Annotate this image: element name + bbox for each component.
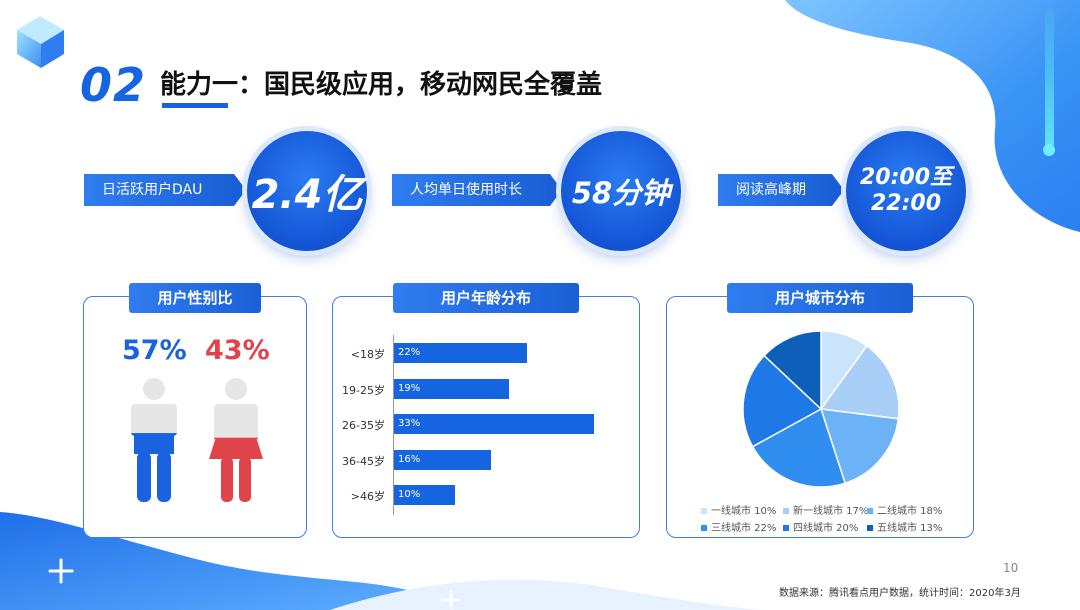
- light-pillar: [1045, 8, 1054, 148]
- age-panel-title: 用户年龄分布: [393, 283, 579, 313]
- age-bar-label: 19-25岁: [342, 383, 385, 397]
- data-source-note: 数据来源：腾讯看点用户数据，统计时间：2020年3月: [779, 588, 1021, 599]
- legend-label: 一线城市 10%: [711, 506, 777, 517]
- city-pie-chart: [742, 330, 900, 488]
- plus-icon: [48, 558, 74, 584]
- city-panel: 用户城市分布 一线城市 10% 新一线城市 17% 二线城市 18% 三线城市 22%…: [666, 283, 974, 538]
- age-axis-line: [393, 335, 394, 515]
- legend-swatch: [867, 508, 873, 514]
- female-percent: 43%: [205, 335, 270, 366]
- dau-circle: 2.4亿: [247, 131, 367, 251]
- age-bar-value: 10%: [398, 489, 421, 500]
- legend-swatch: [701, 525, 707, 531]
- male-icon: [131, 378, 177, 502]
- legend-swatch: [867, 525, 873, 531]
- plus-icon-small: [441, 590, 461, 610]
- age-bar: [394, 343, 528, 363]
- pie-slice: [819, 344, 900, 420]
- age-bar-label: 26-35岁: [342, 419, 385, 432]
- male-percent: 57%: [122, 335, 187, 366]
- legend-label: 三线城市 22%: [711, 523, 777, 534]
- gender-panel: 用户性别比 57% 43%: [83, 283, 307, 538]
- peak-value-line2: 22:00: [870, 191, 942, 216]
- age-bar-label: >46岁: [350, 490, 385, 503]
- section-number: 02: [80, 58, 147, 112]
- legend-item: 五线城市 13%: [867, 519, 942, 534]
- age-bar: [394, 414, 594, 434]
- city-panel-title: 用户城市分布: [727, 283, 913, 313]
- pie-slice: [742, 354, 823, 448]
- age-bar-label: 36-45岁: [342, 454, 385, 468]
- age-bar: [394, 378, 510, 399]
- pie-slice: [819, 408, 900, 485]
- age-bar-label: <18岁: [350, 348, 385, 361]
- cube-icon: [17, 16, 64, 68]
- legend-item: 四线城市 20%: [783, 519, 858, 534]
- legend-item: 一线城市 10%: [701, 502, 776, 517]
- usage-time-value: 58分钟: [571, 176, 671, 210]
- age-bar-value: 22%: [398, 347, 421, 358]
- age-panel: 用户年龄分布 <18岁 22% 19-25岁 19% 26-35岁 33% 36-45岁 16…: [332, 283, 640, 538]
- age-bar: [394, 485, 455, 505]
- legend-swatch: [701, 508, 707, 514]
- dau-label: 日活跃用户DAU: [84, 174, 246, 206]
- usage-time-circle: 58分钟: [561, 131, 681, 251]
- page-number: 10: [1003, 561, 1019, 575]
- light-dot: [1043, 144, 1055, 156]
- bottom-left-blob: [0, 512, 460, 610]
- legend-swatch: [783, 508, 789, 514]
- usage-time-label: 人均单日使用时长: [392, 174, 562, 206]
- page-title: 能力一：国民级应用，移动网民全覆盖: [160, 70, 603, 100]
- legend-item: 二线城市 18%: [867, 502, 942, 517]
- legend-label: 四线城市 20%: [793, 523, 859, 534]
- legend-label: 新一线城市 17%: [793, 506, 869, 517]
- title-underline: [162, 103, 228, 108]
- peak-label: 阅读高峰期: [718, 174, 844, 206]
- bottom-wave: [330, 579, 760, 610]
- legend-item: 新一线城市 17%: [783, 502, 868, 517]
- age-bar-value: 19%: [398, 382, 421, 394]
- pie-slice: [751, 407, 847, 488]
- age-bar-value: 33%: [398, 418, 421, 429]
- age-bar: [394, 449, 491, 470]
- legend-label: 二线城市 18%: [877, 506, 943, 517]
- age-bar-value: 16%: [398, 453, 421, 465]
- peak-value-line1: 20:00至: [859, 165, 953, 190]
- pie-slice: [763, 330, 822, 411]
- gender-panel-title: 用户性别比: [129, 283, 261, 313]
- top-right-blob: [785, 0, 1080, 232]
- legend-item: 三线城市 22%: [701, 519, 776, 534]
- female-icon: [209, 378, 263, 502]
- legend-label: 五线城市 13%: [877, 523, 943, 534]
- peak-circle: 20:00至 22:00: [846, 131, 966, 251]
- dau-value: 2.4亿: [251, 172, 363, 218]
- legend-swatch: [783, 525, 789, 531]
